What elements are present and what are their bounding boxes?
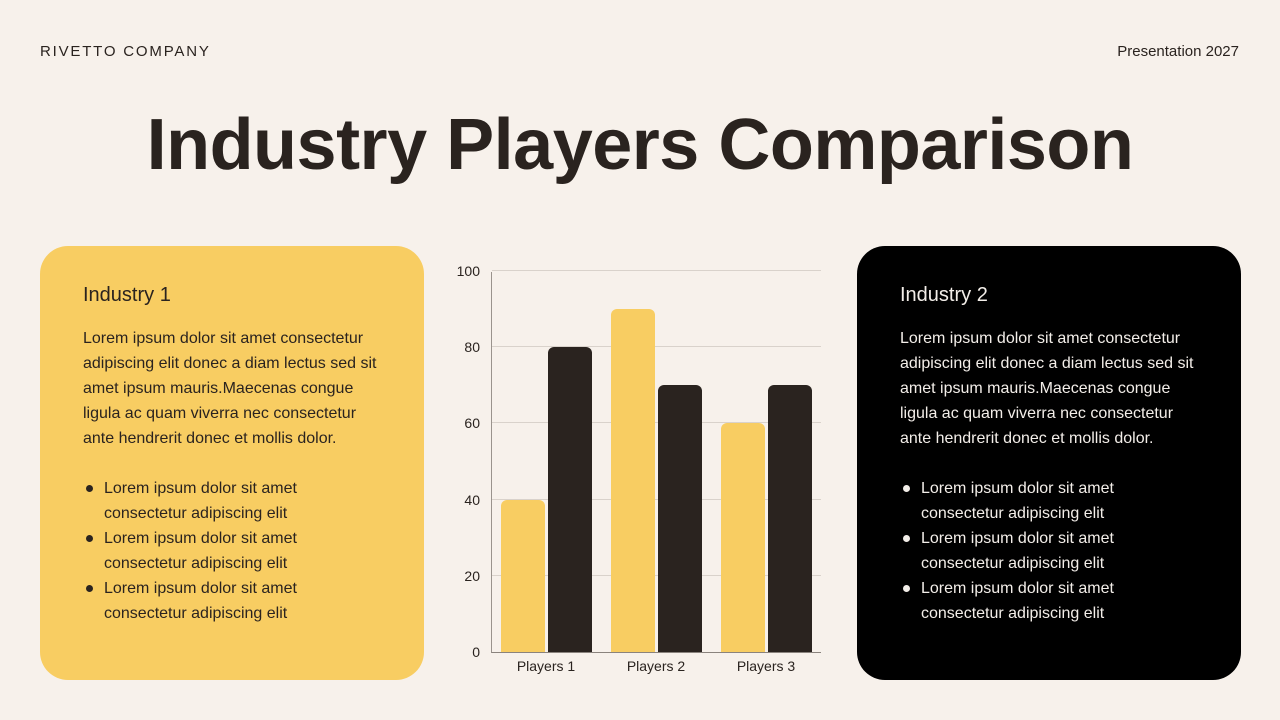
industry-2-card: Industry 2 Lorem ipsum dolor sit amet co… [857,246,1241,680]
brand-label: RIVETTO COMPANY [40,43,211,60]
bar-industry-1 [611,309,655,652]
bar-industry-1 [501,499,545,652]
x-tick-label: Players 2 [626,658,686,674]
y-tick-label: 60 [464,415,480,432]
y-tick-label: 40 [464,491,480,508]
bullet-item: Lorem ipsum dolor sit amet consectetur a… [83,576,384,626]
card-body: Lorem ipsum dolor sit amet consectetur a… [900,330,1194,447]
bar-group [712,272,822,652]
gridline [492,270,821,271]
card-heading: Industry 2 [900,284,988,306]
presentation-year-label: Presentation 2027 [1117,43,1239,60]
bullet-item: Lorem ipsum dolor sit amet consectetur a… [900,576,1201,626]
card-body: Lorem ipsum dolor sit amet consectetur a… [83,330,377,447]
bar-industry-1 [721,423,765,652]
bullet-item: Lorem ipsum dolor sit amet consectetur a… [83,526,384,576]
y-tick-label: 0 [472,644,480,660]
industry-1-card: Industry 1 Lorem ipsum dolor sit amet co… [40,246,424,680]
gridline [492,498,821,500]
gridline [492,422,821,424]
bar-industry-2 [548,347,592,652]
y-tick-label: 100 [456,263,480,279]
bar-industry-2 [658,385,702,652]
bullet-list: Lorem ipsum dolor sit amet consectetur a… [83,476,384,626]
gridline [492,346,821,348]
y-tick-label: 20 [464,567,480,584]
page-title: Industry Players Comparison [146,105,1134,185]
bar-industry-2 [768,385,812,652]
bar-group [492,272,602,652]
y-tick-label: 80 [464,339,480,356]
bar-chart: 0 20 40 60 80 100 Players 1 Players 2 Players 3 [440,260,840,680]
bullet-item: Lorem ipsum dolor sit amet consectetur a… [900,526,1201,576]
bullet-list: Lorem ipsum dolor sit amet consectetur a… [900,476,1201,626]
bar-group [602,272,712,652]
bullet-item: Lorem ipsum dolor sit amet consectetur a… [83,476,384,526]
bullet-item: Lorem ipsum dolor sit amet consectetur a… [900,476,1201,526]
x-tick-label: Players 3 [736,658,796,674]
x-tick-label: Players 1 [516,658,576,674]
plot-area [491,270,822,653]
gridline [492,574,821,576]
card-heading: Industry 1 [83,284,171,306]
